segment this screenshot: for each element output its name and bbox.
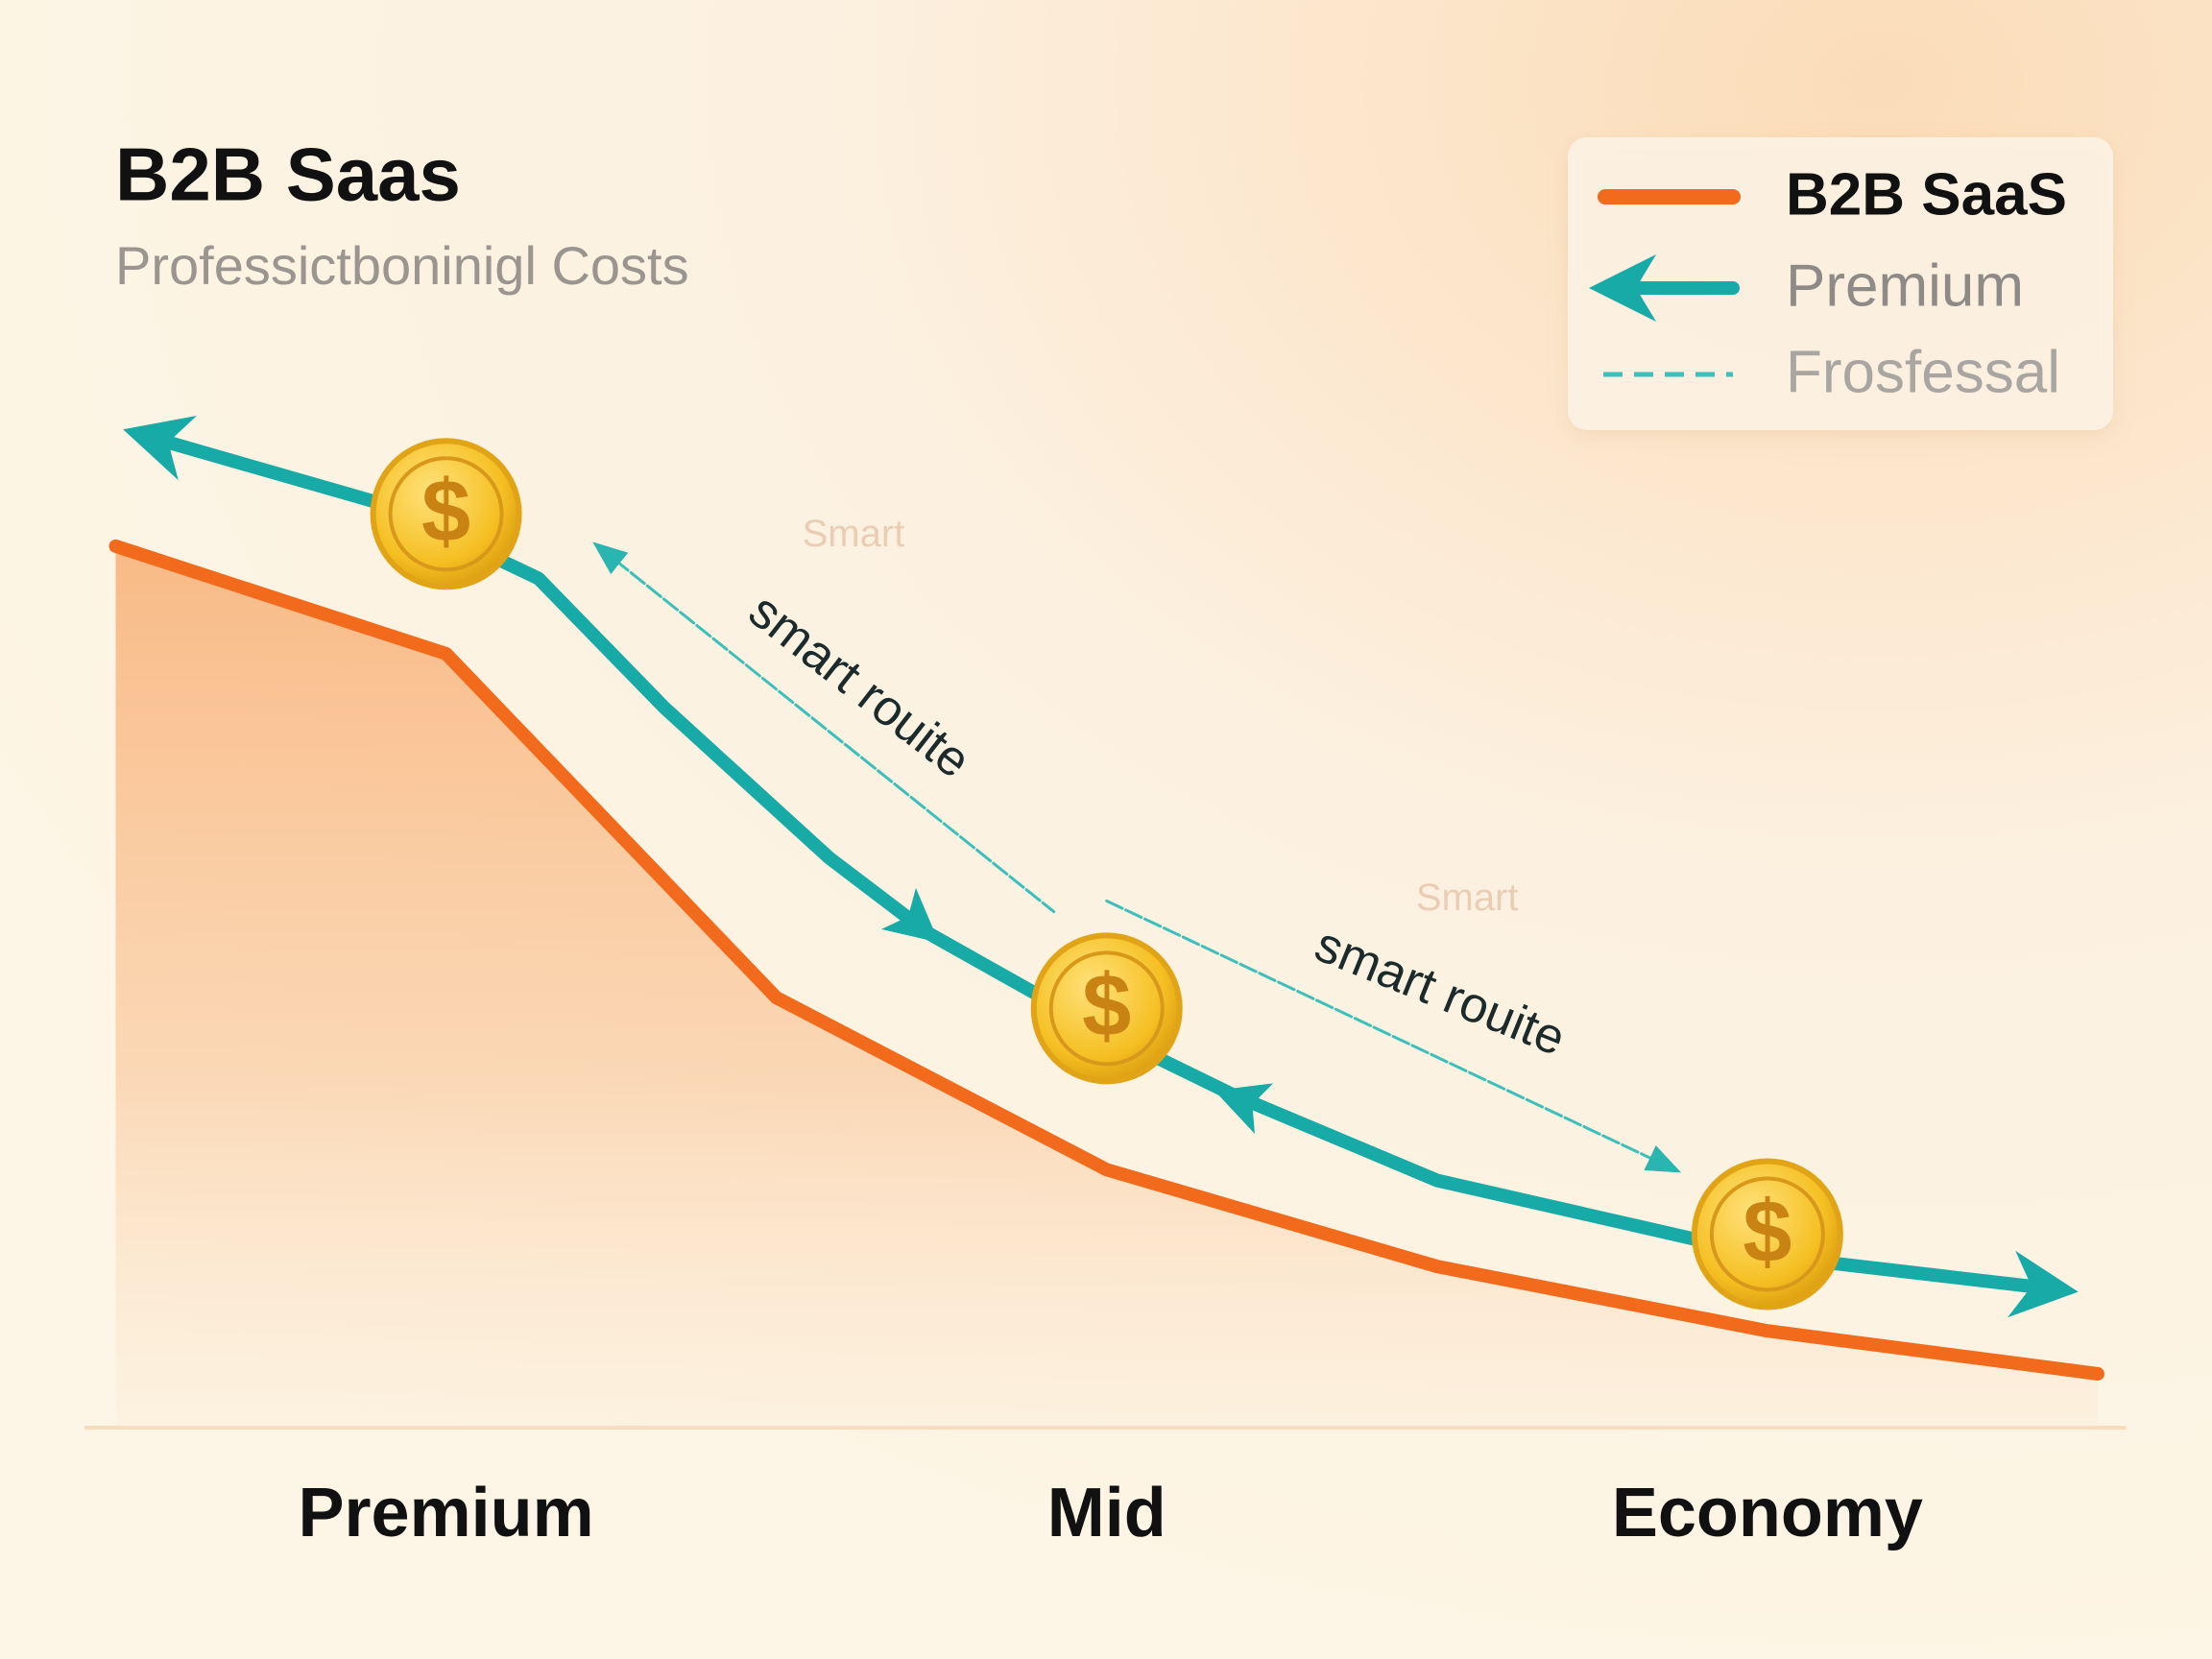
coin: $ <box>370 438 522 590</box>
coin-label: $ <box>1082 957 1131 1055</box>
coin-body <box>370 438 522 590</box>
coin-rim <box>388 456 504 572</box>
legend-label: Frosfessal <box>1786 339 2060 405</box>
legend: B2B SaaS Premium Frosfessal <box>1568 137 2113 430</box>
coin-body <box>1691 1158 1843 1310</box>
coin-rim <box>1709 1176 1825 1292</box>
arrowhead <box>1214 1083 1274 1134</box>
coin: $ <box>1030 932 1183 1085</box>
arrowhead <box>880 887 940 943</box>
chart-subtitle: Professictboninigl Costs <box>115 235 689 296</box>
chart-title: B2B Saas <box>115 132 461 217</box>
x-tick-label: Economy <box>1612 1475 1923 1551</box>
legend-label: B2B SaaS <box>1786 161 2067 228</box>
annotation: Smart <box>803 513 905 555</box>
coin-label: $ <box>421 463 470 561</box>
x-tick-label: Premium <box>299 1475 594 1551</box>
coin-body <box>1030 932 1183 1085</box>
x-tick-label: Mid <box>1047 1475 1166 1551</box>
legend-label: Premium <box>1786 252 2024 319</box>
series-line <box>598 546 1675 1169</box>
coin: $ <box>1691 1158 1843 1310</box>
coin-rim <box>1048 950 1165 1067</box>
legend-box <box>1568 137 2113 430</box>
coin-label: $ <box>1743 1183 1791 1281</box>
annotation: Smart <box>1416 877 1519 919</box>
